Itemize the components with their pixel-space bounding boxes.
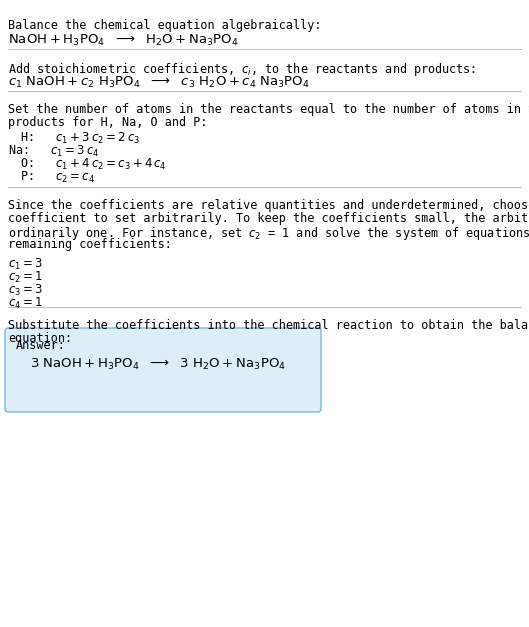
Text: $c_4 = 1$: $c_4 = 1$ [8,296,43,311]
Text: $c_2 = 1$: $c_2 = 1$ [8,270,43,285]
Text: remaining coefficients:: remaining coefficients: [8,238,172,251]
Text: H:   $c_1 + 3\,c_2 = 2\,c_3$: H: $c_1 + 3\,c_2 = 2\,c_3$ [20,131,140,146]
Text: coefficient to set arbitrarily. To keep the coefficients small, the arbitrary va: coefficient to set arbitrarily. To keep … [8,212,529,225]
Text: Na:   $c_1 = 3\,c_4$: Na: $c_1 = 3\,c_4$ [8,144,99,159]
Text: $c_1\ \mathregular{NaOH} + c_2\ \mathregular{H_3PO_4}\ \ \longrightarrow\ \ c_3\: $c_1\ \mathregular{NaOH} + c_2\ \mathreg… [8,75,310,90]
Text: equation:: equation: [8,332,72,345]
Text: $c_1 = 3$: $c_1 = 3$ [8,257,43,272]
Text: $\mathregular{3\ NaOH + H_3PO_4\ \ \longrightarrow\ \ 3\ H_2O + Na_3PO_4}$: $\mathregular{3\ NaOH + H_3PO_4\ \ \long… [30,357,286,372]
Text: $c_3 = 3$: $c_3 = 3$ [8,283,43,298]
FancyBboxPatch shape [5,328,321,412]
Text: $\mathregular{NaOH + H_3PO_4\ \ \longrightarrow\ \ H_2O + Na_3PO_4}$: $\mathregular{NaOH + H_3PO_4\ \ \longrig… [8,33,239,48]
Text: Substitute the coefficients into the chemical reaction to obtain the balanced: Substitute the coefficients into the che… [8,319,529,332]
Text: Answer:: Answer: [16,339,66,352]
Text: products for H, Na, O and P:: products for H, Na, O and P: [8,116,207,129]
Text: ordinarily one. For instance, set $c_2$ = 1 and solve the system of equations fo: ordinarily one. For instance, set $c_2$ … [8,225,529,242]
Text: Balance the chemical equation algebraically:: Balance the chemical equation algebraica… [8,19,322,32]
Text: Set the number of atoms in the reactants equal to the number of atoms in the: Set the number of atoms in the reactants… [8,103,529,116]
Text: Since the coefficients are relative quantities and underdetermined, choose a: Since the coefficients are relative quan… [8,199,529,212]
Text: P:   $c_2 = c_4$: P: $c_2 = c_4$ [20,170,95,185]
Text: Add stoichiometric coefficients, $c_i$, to the reactants and products:: Add stoichiometric coefficients, $c_i$, … [8,61,476,78]
Text: O:   $c_1 + 4\,c_2 = c_3 + 4\,c_4$: O: $c_1 + 4\,c_2 = c_3 + 4\,c_4$ [20,157,167,172]
